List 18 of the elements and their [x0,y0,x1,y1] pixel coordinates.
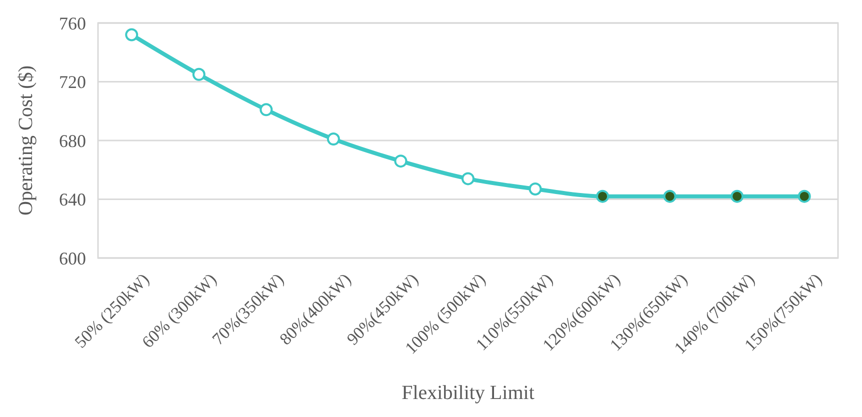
point [192,68,206,81]
point [663,190,676,203]
y-tick-label: 680 [59,130,86,151]
y-tick-label: 760 [59,13,86,34]
y-axis-title: Operating Cost ($) [15,66,37,216]
y-tick-label: 600 [59,248,86,268]
x-axis-title: Flexibility Limit [402,382,535,404]
point [596,190,610,203]
point [260,103,273,116]
point [462,172,474,186]
point [528,182,542,196]
point [326,132,340,146]
y-tick-label: 720 [59,72,86,92]
point [730,190,744,203]
point [125,28,138,42]
point [394,154,408,168]
point [798,190,811,203]
y-tick-label: 640 [59,190,86,210]
